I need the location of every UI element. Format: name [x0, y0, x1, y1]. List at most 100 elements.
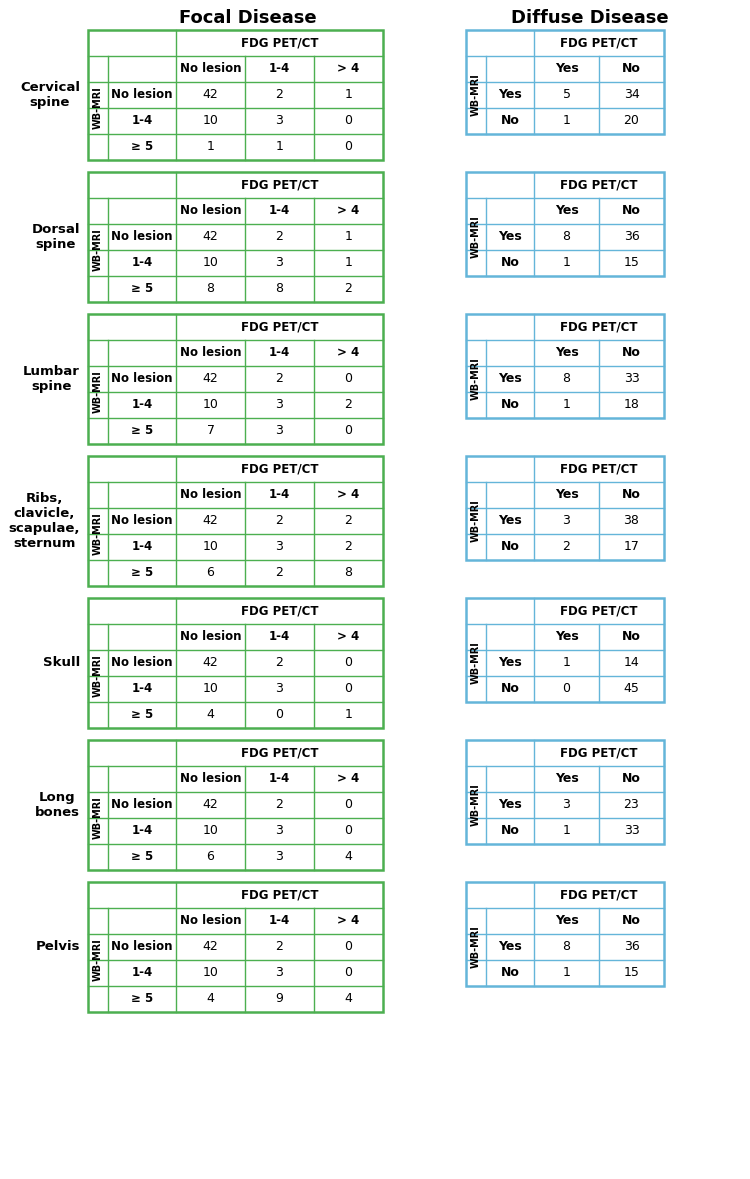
Text: 2: 2: [275, 231, 284, 244]
Text: 1: 1: [206, 140, 214, 153]
Text: 3: 3: [275, 114, 284, 127]
Text: No: No: [500, 114, 520, 127]
Text: Skull: Skull: [43, 657, 80, 670]
Text: 4: 4: [344, 850, 352, 863]
Text: 3: 3: [275, 683, 284, 696]
Text: 0: 0: [344, 941, 352, 954]
Text: 1-4: 1-4: [131, 967, 153, 980]
Text: 1: 1: [562, 257, 571, 270]
Text: No: No: [500, 399, 520, 411]
Text: Yes: Yes: [554, 772, 578, 785]
Text: Ribs,
clavicle,
scapulae,
sternum: Ribs, clavicle, scapulae, sternum: [8, 492, 80, 549]
Text: FDG PET/CT: FDG PET/CT: [560, 37, 638, 50]
Text: 1-4: 1-4: [131, 114, 153, 127]
Text: ≥ 5: ≥ 5: [130, 140, 153, 153]
Text: 10: 10: [202, 114, 218, 127]
Bar: [466, 882, 664, 986]
Text: 18: 18: [623, 399, 640, 411]
Text: No lesion: No lesion: [180, 347, 242, 360]
Text: 34: 34: [624, 88, 639, 101]
Text: No lesion: No lesion: [111, 231, 172, 244]
Text: No: No: [500, 967, 520, 980]
Text: 20: 20: [623, 114, 640, 127]
Text: No lesion: No lesion: [111, 88, 172, 101]
Text: 0: 0: [562, 683, 571, 696]
Text: 42: 42: [202, 798, 218, 811]
Text: No lesion: No lesion: [180, 488, 242, 501]
Text: 38: 38: [623, 514, 640, 527]
Text: WB-MRI: WB-MRI: [471, 784, 481, 826]
Text: 2: 2: [344, 514, 352, 527]
Bar: [88, 172, 383, 302]
Text: Yes: Yes: [498, 941, 522, 954]
Text: 10: 10: [202, 967, 218, 980]
Text: 10: 10: [202, 824, 218, 837]
Text: 3: 3: [275, 967, 284, 980]
Text: Yes: Yes: [498, 88, 522, 101]
Text: 1: 1: [562, 967, 571, 980]
Bar: [88, 882, 383, 1012]
Bar: [466, 598, 664, 702]
Text: Yes: Yes: [498, 231, 522, 244]
Text: 2: 2: [275, 798, 284, 811]
Bar: [88, 29, 383, 160]
Text: No: No: [500, 540, 520, 553]
Text: 4: 4: [206, 709, 214, 722]
Bar: [466, 314, 664, 419]
Text: 1-4: 1-4: [268, 915, 290, 928]
Text: WB-MRI: WB-MRI: [93, 513, 103, 555]
Text: 1-4: 1-4: [268, 62, 290, 75]
Text: FDG PET/CT: FDG PET/CT: [560, 462, 638, 475]
Text: WB-MRI: WB-MRI: [93, 797, 103, 839]
Text: No lesion: No lesion: [111, 798, 172, 811]
Text: Yes: Yes: [498, 373, 522, 386]
Text: 9: 9: [275, 993, 284, 1006]
Text: FDG PET/CT: FDG PET/CT: [241, 889, 318, 902]
Text: 42: 42: [202, 941, 218, 954]
Text: 2: 2: [344, 283, 352, 296]
Text: 1: 1: [344, 709, 352, 722]
Bar: [466, 29, 664, 134]
Text: 17: 17: [623, 540, 640, 553]
Text: WB-MRI: WB-MRI: [471, 926, 481, 968]
Text: 2: 2: [344, 399, 352, 411]
Text: WB-MRI: WB-MRI: [471, 73, 481, 117]
Text: No lesion: No lesion: [111, 657, 172, 670]
Text: FDG PET/CT: FDG PET/CT: [560, 605, 638, 618]
Text: Focal Disease: Focal Disease: [179, 9, 316, 27]
Text: FDG PET/CT: FDG PET/CT: [241, 605, 318, 618]
Text: ≥ 5: ≥ 5: [130, 566, 153, 580]
Text: No lesion: No lesion: [180, 631, 242, 644]
Text: 8: 8: [562, 373, 571, 386]
Text: 1: 1: [562, 399, 571, 411]
Text: WB-MRI: WB-MRI: [93, 86, 103, 130]
Text: 1: 1: [344, 88, 352, 101]
Text: 10: 10: [202, 257, 218, 270]
Text: > 4: > 4: [338, 915, 360, 928]
Text: No lesion: No lesion: [180, 204, 242, 217]
Text: > 4: > 4: [338, 488, 360, 501]
Text: 1: 1: [275, 140, 284, 153]
Text: No lesion: No lesion: [111, 941, 172, 954]
Text: 14: 14: [624, 657, 639, 670]
Text: FDG PET/CT: FDG PET/CT: [560, 321, 638, 334]
Text: 42: 42: [202, 231, 218, 244]
Text: 3: 3: [275, 257, 284, 270]
Text: 33: 33: [624, 824, 639, 837]
Text: No: No: [622, 62, 641, 75]
Text: 1: 1: [562, 824, 571, 837]
Text: 4: 4: [206, 993, 214, 1006]
Text: 1-4: 1-4: [268, 772, 290, 785]
Text: ≥ 5: ≥ 5: [130, 283, 153, 296]
Text: No: No: [622, 631, 641, 644]
Text: Yes: Yes: [498, 514, 522, 527]
Text: ≥ 5: ≥ 5: [130, 993, 153, 1006]
Text: 0: 0: [344, 657, 352, 670]
Text: Lumbar
spine: Lumbar spine: [23, 365, 80, 393]
Text: 2: 2: [275, 88, 284, 101]
Text: 10: 10: [202, 683, 218, 696]
Text: 4: 4: [344, 993, 352, 1006]
Text: FDG PET/CT: FDG PET/CT: [560, 178, 638, 191]
Text: FDG PET/CT: FDG PET/CT: [241, 178, 318, 191]
Text: 1-4: 1-4: [131, 824, 153, 837]
